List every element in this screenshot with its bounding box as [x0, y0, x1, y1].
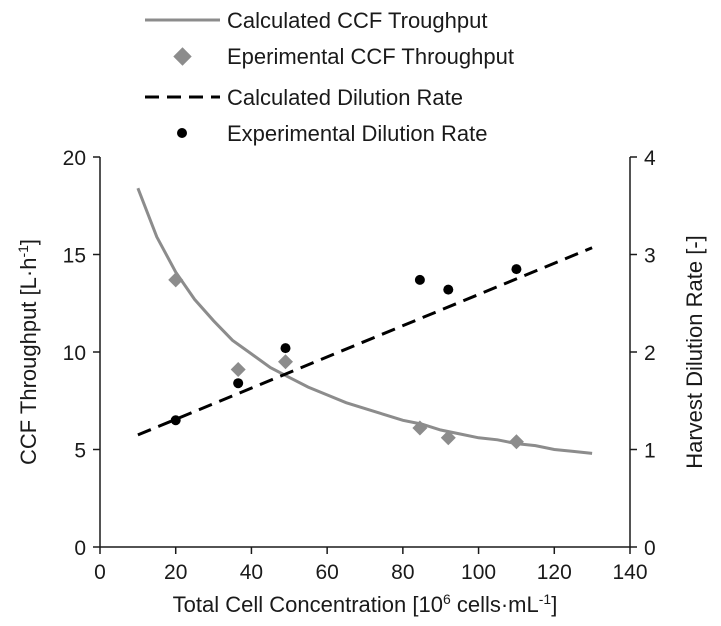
x-tick-label: 20	[164, 561, 187, 584]
experimental-ccf-point	[231, 362, 246, 377]
x-axis-title: Total Cell Concentration [106 cells·mL-1…	[173, 591, 558, 617]
y-tick-label: 20	[63, 147, 86, 170]
y-tick-label: 10	[63, 342, 86, 365]
y2-tick-label: 1	[644, 440, 656, 463]
y2-tick-label: 3	[644, 245, 656, 268]
axes	[100, 157, 630, 547]
legend-label-experimental-dilution: Experimental Dilution Rate	[227, 121, 487, 146]
x-tick-label: 100	[461, 561, 496, 584]
x-tick-label: 40	[240, 561, 263, 584]
experimental-ccf-point	[278, 354, 293, 369]
x-tick-label: 120	[537, 561, 572, 584]
calculated-ccf-throughput-line	[138, 188, 592, 453]
experimental-dilution-point	[233, 378, 243, 388]
x-axis-title-unit: cells·mL	[451, 592, 539, 617]
legend-circle-swatch	[177, 128, 187, 138]
left-y-axis-title-exponent: -1	[15, 245, 31, 258]
ccf-dilution-chart: Calculated CCF Troughput Eperimental CCF…	[0, 0, 721, 626]
y-tick-label: 5	[74, 440, 86, 463]
x-axis-title-end: ]	[551, 592, 557, 617]
legend-label-experimental-ccf: Eperimental CCF Throughput	[227, 44, 514, 69]
legend-label-calculated-ccf: Calculated CCF Troughput	[227, 8, 487, 33]
plot-area	[138, 188, 592, 453]
experimental-dilution-point	[281, 343, 291, 353]
calculated-dilution-rate-line	[138, 248, 592, 435]
legend-label-calculated-dilution: Calculated Dilution Rate	[227, 85, 463, 110]
experimental-ccf-point	[509, 434, 524, 449]
x-tick-label: 0	[94, 561, 106, 584]
experimental-ccf-point	[168, 272, 183, 287]
left-y-axis-title-text: CCF Throughput [L·h	[16, 258, 41, 465]
x-axis-title-unit-exponent: -1	[539, 591, 552, 607]
y-tick-label: 0	[74, 537, 86, 560]
y2-tick-label: 0	[644, 537, 656, 560]
left-y-axis-title: CCF Throughput [L·h-1]	[15, 239, 41, 465]
experimental-dilution-point	[415, 275, 425, 285]
legend-diamond-swatch	[173, 47, 191, 65]
x-tick-label: 60	[315, 561, 338, 584]
experimental-dilution-point	[511, 264, 521, 274]
experimental-dilution-point	[443, 285, 453, 295]
x-axis-title-exponent: 6	[443, 591, 451, 607]
x-axis-title-text: Total Cell Concentration [10	[173, 592, 443, 617]
y2-tick-label: 2	[644, 342, 656, 365]
experimental-dilution-point	[171, 415, 181, 425]
x-tick-label: 140	[612, 561, 647, 584]
x-tick-label: 80	[391, 561, 414, 584]
y-tick-label: 15	[63, 245, 86, 268]
y2-tick-label: 4	[644, 147, 656, 170]
left-y-axis-title-end: ]	[16, 239, 41, 245]
right-y-axis-title: Harvest Dilution Rate [-]	[682, 235, 707, 469]
legend: Calculated CCF Troughput Eperimental CCF…	[145, 8, 514, 146]
